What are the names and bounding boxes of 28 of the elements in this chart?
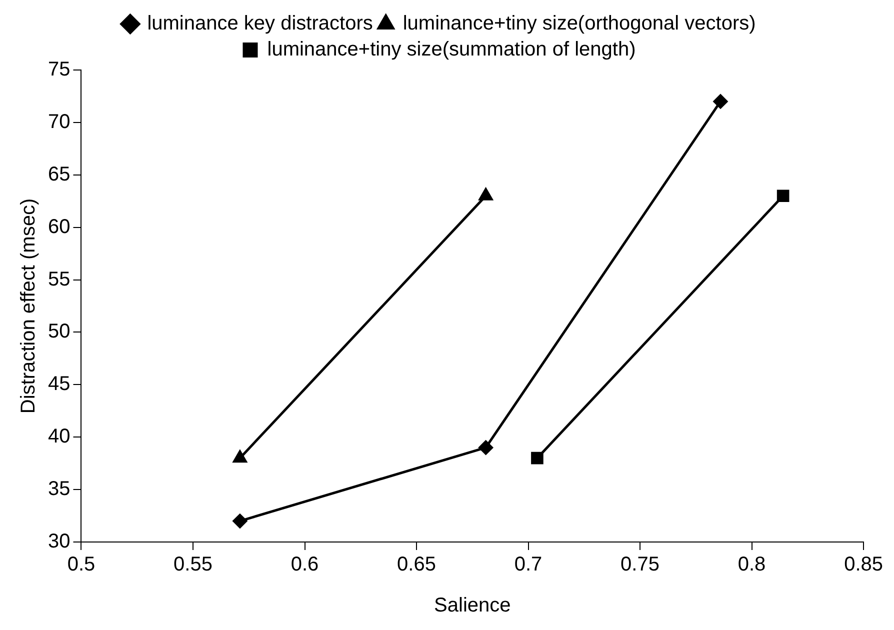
x-tick-label: 0.8 xyxy=(738,554,766,576)
legend-label: luminance+tiny size(summation of length) xyxy=(267,38,636,61)
y-axis-title: Distraction effect (msec) xyxy=(18,198,40,414)
point xyxy=(478,440,494,456)
y-tick-label: 75 xyxy=(48,58,70,81)
x-tick-label: 0.65 xyxy=(397,554,436,576)
x-tick-label: 0.7 xyxy=(514,554,542,576)
legend-label: luminance+tiny size(orthogonal vectors) xyxy=(402,12,756,35)
x-tick-label: 0.85 xyxy=(844,554,884,576)
y-tick-label: 65 xyxy=(48,163,70,186)
legend-label: luminance key distractors xyxy=(147,12,373,35)
y-tick-label: 70 xyxy=(48,110,70,133)
x-tick-label: 0.75 xyxy=(620,554,660,576)
x-tick-label: 0.55 xyxy=(174,554,212,576)
point xyxy=(712,94,728,109)
point xyxy=(531,452,544,464)
point xyxy=(232,514,248,529)
y-tick-label: 60 xyxy=(48,216,70,238)
y-tick-label: 35 xyxy=(48,478,70,500)
y-tick-label: 45 xyxy=(48,373,70,396)
x-tick-label: 0.5 xyxy=(67,554,96,576)
x-tick-label: 0.6 xyxy=(290,554,319,576)
x-axis-title: Salience xyxy=(434,594,511,617)
y-tick-label: 40 xyxy=(48,426,70,448)
point xyxy=(776,190,790,202)
y-tick-label: 55 xyxy=(48,268,70,290)
y-tick-label: 50 xyxy=(48,320,70,343)
y-tick-label: 30 xyxy=(48,530,70,553)
